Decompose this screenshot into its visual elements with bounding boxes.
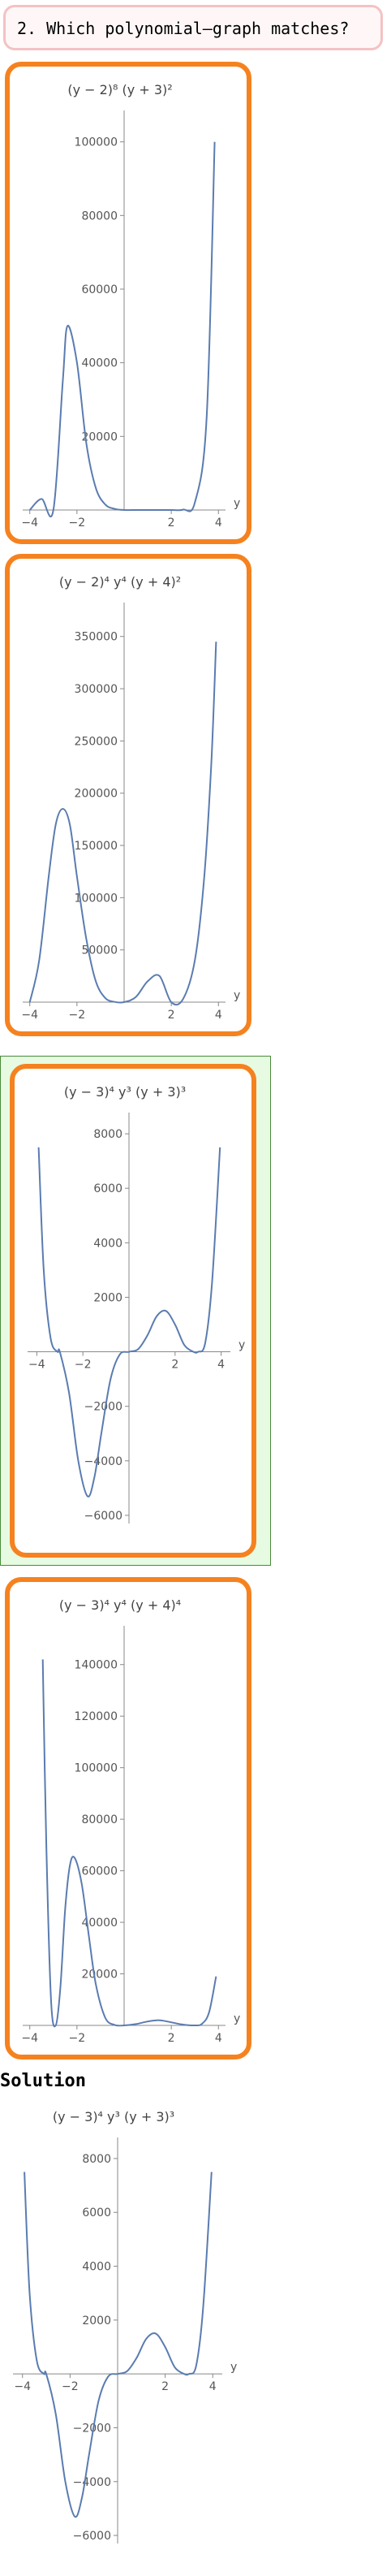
solution-chart: (y − 3)⁴ y³ (y + 3)³ y −4 −2 2 4 −6000 −4000 −20… bbox=[13, 2109, 237, 2544]
x-tick-label: −2 bbox=[75, 1359, 92, 1372]
y-tick-label: 6000 bbox=[82, 2206, 111, 2219]
x-axis-label: y bbox=[230, 2361, 237, 2374]
y-tick-label: 40000 bbox=[81, 1917, 118, 1930]
series-line bbox=[28, 642, 217, 1006]
y-tick-label: 150000 bbox=[75, 840, 118, 853]
y-tick-label: 80000 bbox=[81, 1813, 118, 1826]
y-tick-label: 250000 bbox=[75, 735, 118, 748]
y-tick-label: 100000 bbox=[75, 136, 118, 149]
option-card-1[interactable]: (y − 2)⁸ (y + 3)² y −4 −2 2 4 20000 40000 60000 8… bbox=[5, 62, 251, 544]
x-tick-label: −2 bbox=[69, 2032, 86, 2045]
option-1-chart: (y − 2)⁸ (y + 3)² y −4 −2 2 4 20000 40000 60000 8… bbox=[21, 82, 240, 529]
y-tick-label: 350000 bbox=[75, 631, 118, 644]
y-tick-label: 100000 bbox=[75, 1762, 118, 1775]
x-tick-label: 4 bbox=[215, 516, 222, 529]
option-3-chart: (y − 3)⁴ y³ (y + 3)³ y −4 −2 2 4 −6000 −4000 −20… bbox=[28, 1084, 245, 1524]
y-tick-label: 50000 bbox=[81, 944, 118, 957]
series-line bbox=[41, 1659, 217, 2028]
y-tick-label: 2000 bbox=[93, 1291, 122, 1304]
x-tick-label: 4 bbox=[215, 2032, 222, 2045]
series-line bbox=[37, 1147, 221, 1498]
x-tick-label: −4 bbox=[14, 2380, 31, 2393]
x-tick-label: −2 bbox=[69, 1009, 86, 1022]
y-tick-label: 4000 bbox=[93, 1237, 122, 1250]
series-line bbox=[28, 141, 216, 518]
question-box: 2. Which polynomial–graph matches? bbox=[3, 5, 383, 50]
series-line bbox=[24, 2172, 213, 2518]
x-axis-label: y bbox=[234, 2012, 240, 2025]
y-tick-label: 120000 bbox=[75, 1710, 118, 1723]
x-axis-label: y bbox=[234, 989, 240, 1002]
x-axis-label: y bbox=[234, 497, 240, 510]
y-tick-label: 300000 bbox=[75, 683, 118, 696]
y-tick-label: 100000 bbox=[75, 892, 118, 905]
x-axis-label: y bbox=[238, 1339, 245, 1352]
x-tick-label: −4 bbox=[21, 1009, 38, 1022]
option-2-chart: (y − 2)⁴ y⁴ (y + 4)² y −4 −2 2 4 50000 100000 15… bbox=[21, 574, 240, 1022]
x-tick-label: −4 bbox=[21, 516, 38, 529]
y-tick-label: 8000 bbox=[82, 2153, 111, 2166]
y-tick-label: 4000 bbox=[82, 2261, 111, 2274]
x-tick-label: 2 bbox=[171, 1359, 178, 1372]
y-tick-label: −6000 bbox=[73, 2530, 111, 2543]
y-tick-label: 140000 bbox=[75, 1659, 118, 1672]
x-tick-label: −2 bbox=[62, 2380, 79, 2393]
y-tick-label: −2000 bbox=[73, 2422, 111, 2435]
y-tick-label: 60000 bbox=[81, 1865, 118, 1878]
y-tick-label: 40000 bbox=[81, 357, 118, 370]
x-tick-label: 2 bbox=[168, 1009, 175, 1022]
y-tick-label: 60000 bbox=[81, 283, 118, 296]
y-tick-label: −4000 bbox=[73, 2476, 111, 2489]
y-tick-label: 6000 bbox=[93, 1182, 122, 1195]
x-tick-label: 4 bbox=[209, 2380, 217, 2393]
chart-title: (y − 3)⁴ y³ (y + 3)³ bbox=[64, 1084, 186, 1100]
x-tick-label: −4 bbox=[21, 2032, 38, 2045]
x-tick-label: 2 bbox=[161, 2380, 169, 2393]
x-tick-label: −2 bbox=[69, 516, 86, 529]
chart-title: (y − 3)⁴ y³ (y + 3)³ bbox=[53, 2109, 174, 2124]
chart-title: (y − 2)⁴ y⁴ (y + 4)² bbox=[59, 574, 181, 590]
y-tick-label: 80000 bbox=[81, 210, 118, 223]
chart-title: (y − 2)⁸ (y + 3)² bbox=[67, 82, 172, 97]
option-card-2[interactable]: (y − 2)⁴ y⁴ (y + 4)² y −4 −2 2 4 50000 100000 15… bbox=[5, 554, 251, 1036]
solution-heading: Solution bbox=[0, 2071, 86, 2091]
y-tick-label: −2000 bbox=[84, 1401, 122, 1414]
y-tick-label: 200000 bbox=[75, 788, 118, 801]
question-text: 2. Which polynomial–graph matches? bbox=[17, 19, 350, 38]
y-tick-label: −4000 bbox=[84, 1455, 122, 1468]
x-tick-label: 4 bbox=[215, 1009, 222, 1022]
x-tick-label: −4 bbox=[28, 1359, 45, 1372]
y-tick-label: 2000 bbox=[82, 2315, 111, 2327]
x-tick-label: 4 bbox=[217, 1359, 225, 1372]
option-4-chart: (y − 3)⁴ y⁴ (y + 4)⁴ y −4 −2 2 4 20000 40000 600… bbox=[21, 1597, 240, 2045]
x-tick-label: 2 bbox=[168, 516, 175, 529]
y-tick-label: 20000 bbox=[81, 430, 118, 443]
chart-title: (y − 3)⁴ y⁴ (y + 4)⁴ bbox=[59, 1597, 181, 1613]
option-card-3[interactable]: (y − 3)⁴ y³ (y + 3)³ y −4 −2 2 4 −6000 −4000 −20… bbox=[10, 1064, 256, 1558]
x-tick-label: 2 bbox=[168, 2032, 175, 2045]
y-tick-label: 20000 bbox=[81, 1969, 118, 1982]
solution-chart-container: (y − 3)⁴ y³ (y + 3)³ y −4 −2 2 4 −6000 −4000 −20… bbox=[0, 2094, 243, 2573]
y-tick-label: 8000 bbox=[93, 1128, 122, 1141]
y-tick-label: −6000 bbox=[84, 1510, 122, 1523]
option-card-4[interactable]: (y − 3)⁴ y⁴ (y + 4)⁴ y −4 −2 2 4 20000 40000 600… bbox=[5, 1577, 251, 2060]
